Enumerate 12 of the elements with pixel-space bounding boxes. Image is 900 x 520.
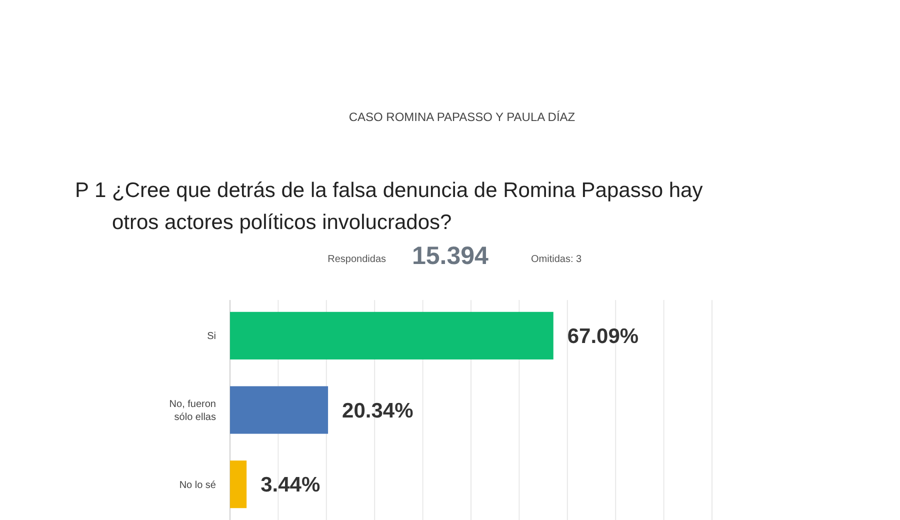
text: 15.394 <box>412 242 489 270</box>
data-label: 3.44% <box>260 474 320 497</box>
text: Omitidas: 3 <box>531 254 582 265</box>
text: P 1 <box>75 179 106 202</box>
y-tick-label: No, fueron sólo ellas <box>169 399 216 423</box>
text: Respondidas <box>328 254 386 265</box>
data-label: 20.34% <box>342 399 414 422</box>
y-tick-label: No lo sé <box>179 480 216 491</box>
text: CASO ROMINA PAPASSO Y PAULA DÍAZ <box>348 110 576 124</box>
chart-title: ¿Cree que detrás de la falsa denuncia de Romina Papasso hay otros actores políticos involucrados? <box>112 179 704 234</box>
data-label: 67.09% <box>567 325 639 348</box>
y-tick-label: Si <box>207 331 216 342</box>
